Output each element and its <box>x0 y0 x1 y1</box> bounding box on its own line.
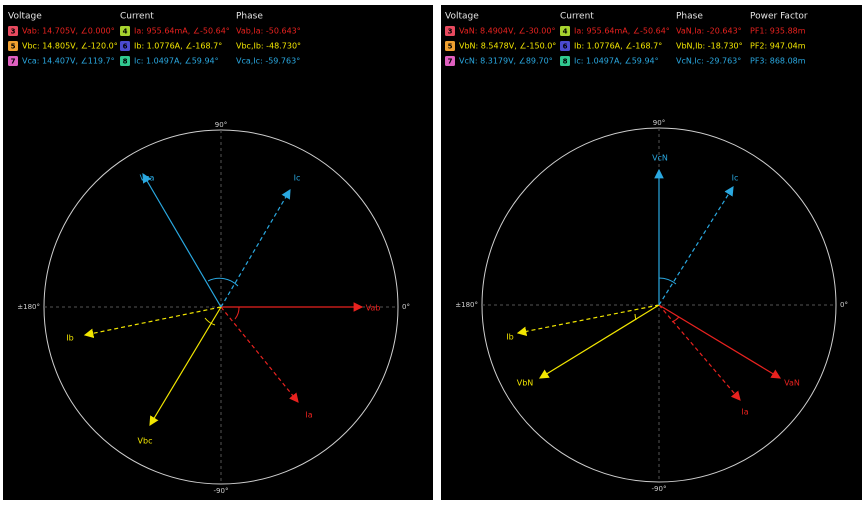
current-reading: Ia: 955.64mA, ∠-50.64° <box>574 27 670 36</box>
column-header: Phase <box>236 12 263 22</box>
axis-label: 0° <box>402 303 410 311</box>
channel-badge <box>8 56 18 66</box>
phase-reading: Vca,Ic: -59.763° <box>236 57 300 66</box>
channel-number: 4 <box>123 28 128 36</box>
phase-reading: Vab,Ia: -50.643° <box>236 27 301 36</box>
channel-number: 4 <box>563 28 568 36</box>
phase-angle-arc <box>634 313 637 321</box>
channel-badge <box>445 56 455 66</box>
channel-number: 3 <box>11 28 16 36</box>
channel-number: 5 <box>448 43 453 51</box>
axis-label: 90° <box>215 121 227 129</box>
phasor-label: VaN <box>784 379 800 388</box>
phasor-arrow <box>83 306 222 339</box>
column-header: Voltage <box>445 12 479 22</box>
axis-label: -90° <box>652 485 667 493</box>
channel-badge <box>8 26 18 36</box>
channel-number: 6 <box>123 43 128 51</box>
column-header: Current <box>120 12 154 22</box>
channel-number: 8 <box>563 58 568 66</box>
phase-reading: VaN,Ia: -20.643° <box>676 27 742 36</box>
power_factor-reading: PF3: 868.08m <box>750 57 806 66</box>
channel-badge <box>120 26 130 36</box>
channel-badge <box>120 56 130 66</box>
channel-badge <box>8 41 18 51</box>
current-reading: Ib: 1.0776A, ∠-168.7° <box>134 42 222 51</box>
phase-reading: VbN,Ib: -18.730° <box>676 42 743 51</box>
panel-right <box>441 5 862 500</box>
channel-badge <box>445 26 455 36</box>
phasor-label: Ib <box>66 334 73 343</box>
axis-label: ±180° <box>17 303 40 311</box>
channel-number: 3 <box>448 28 453 36</box>
phase-angle-arc <box>204 317 216 326</box>
phase-reading: Vbc,Ib: -48.730° <box>236 42 301 51</box>
channel-number: 7 <box>11 58 16 66</box>
voltage-reading: VcN: 8.3179V, ∠89.70° <box>459 57 553 66</box>
channel-number: 7 <box>448 58 453 66</box>
voltage-reading: Vab: 14.705V, ∠0.000° <box>22 27 115 36</box>
phasor-label: Vca <box>140 174 155 183</box>
phasor-arrow <box>142 172 222 308</box>
phasor-label: VbN <box>517 379 534 388</box>
phasor-label: Ia <box>305 411 312 420</box>
channel-badge <box>560 41 570 51</box>
current-reading: Ic: 1.0497A, ∠59.94° <box>134 57 219 66</box>
phasor-arrow <box>658 185 734 306</box>
phasor-arrow <box>220 188 291 308</box>
channel-number: 5 <box>11 43 16 51</box>
phase-angle-arc <box>658 277 677 285</box>
phasor-label: VcN <box>652 154 668 163</box>
channel-badge <box>120 41 130 51</box>
channel-number: 6 <box>563 43 568 51</box>
phasor-label: Ia <box>741 408 748 417</box>
voltage-reading: Vca: 14.407V, ∠119.7° <box>22 57 115 66</box>
phase-angle-arc <box>207 277 239 287</box>
phasor-arrow <box>149 306 222 427</box>
power_factor-reading: PF1: 935.88m <box>750 27 806 36</box>
current-reading: Ib: 1.0776A, ∠-168.7° <box>574 42 662 51</box>
current-reading: Ic: 1.0497A, ∠59.94° <box>574 57 659 66</box>
power_factor-reading: PF2: 947.04m <box>750 42 806 51</box>
current-reading: Ia: 955.64mA, ∠-50.64° <box>134 27 230 36</box>
axis-label: -90° <box>214 487 229 495</box>
phasor-arrow <box>516 304 660 337</box>
axis-label: ±180° <box>455 301 478 309</box>
phasor-label: Vab <box>366 304 381 313</box>
voltage-reading: VaN: 8.4904V, ∠-30.00° <box>459 27 556 36</box>
column-header: Current <box>560 12 594 22</box>
phasor-label: Ib <box>506 333 513 342</box>
channel-number: 8 <box>123 58 128 66</box>
voltage-reading: Vbc: 14.805V, ∠-120.0° <box>22 42 118 51</box>
phasor-arrow <box>658 304 782 379</box>
axis-label: 0° <box>840 301 848 309</box>
axis-label: 90° <box>653 119 665 127</box>
phasor-label: Vbc <box>138 437 153 446</box>
column-header: Phase <box>676 12 703 22</box>
channel-badge <box>560 26 570 36</box>
panel-left <box>3 5 433 500</box>
phasor-arrow <box>538 304 660 379</box>
phasor-label: Ic <box>294 174 301 183</box>
phase-reading: VcN,Ic: -29.763° <box>676 57 741 66</box>
channel-badge <box>560 56 570 66</box>
phasor-arrow <box>220 306 299 403</box>
column-header: Voltage <box>8 12 42 22</box>
column-header: Power Factor <box>750 12 808 22</box>
channel-badge <box>445 41 455 51</box>
phasor-label: Ic <box>732 174 739 183</box>
voltage-reading: VbN: 8.5478V, ∠-150.0° <box>459 42 556 51</box>
